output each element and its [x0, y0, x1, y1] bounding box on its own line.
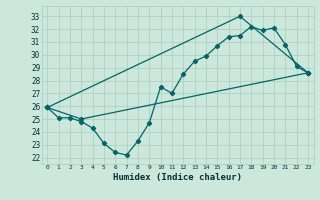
X-axis label: Humidex (Indice chaleur): Humidex (Indice chaleur) [113, 173, 242, 182]
